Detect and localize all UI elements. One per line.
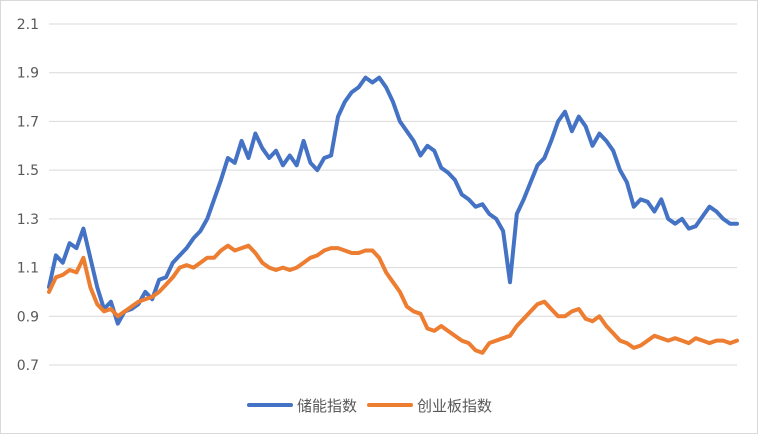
series-lines [47,75,739,355]
legend-label: 创业板指数 [417,397,492,415]
y-tick-label: 1.5 [17,163,39,179]
y-tick-label: 1.1 [17,261,39,277]
y-tick-label: 0.7 [17,358,39,374]
y-tick-label: 1.9 [17,66,39,82]
gridlines [49,23,737,366]
y-tick-label: 1.7 [17,114,39,130]
y-axis-tick-labels: 0.7 0.9 1.1 1.3 1.5 1.7 1.9 2.1 [17,17,39,374]
series-line-1 [47,243,739,355]
y-tick-label: 2.1 [17,17,39,33]
series-line-0 [47,75,739,326]
y-tick-label: 0.9 [17,309,39,325]
y-tick-label: 1.3 [17,212,39,228]
legend-label: 储能指数 [297,397,357,415]
legend: 储能指数 创业板指数 [247,397,492,415]
